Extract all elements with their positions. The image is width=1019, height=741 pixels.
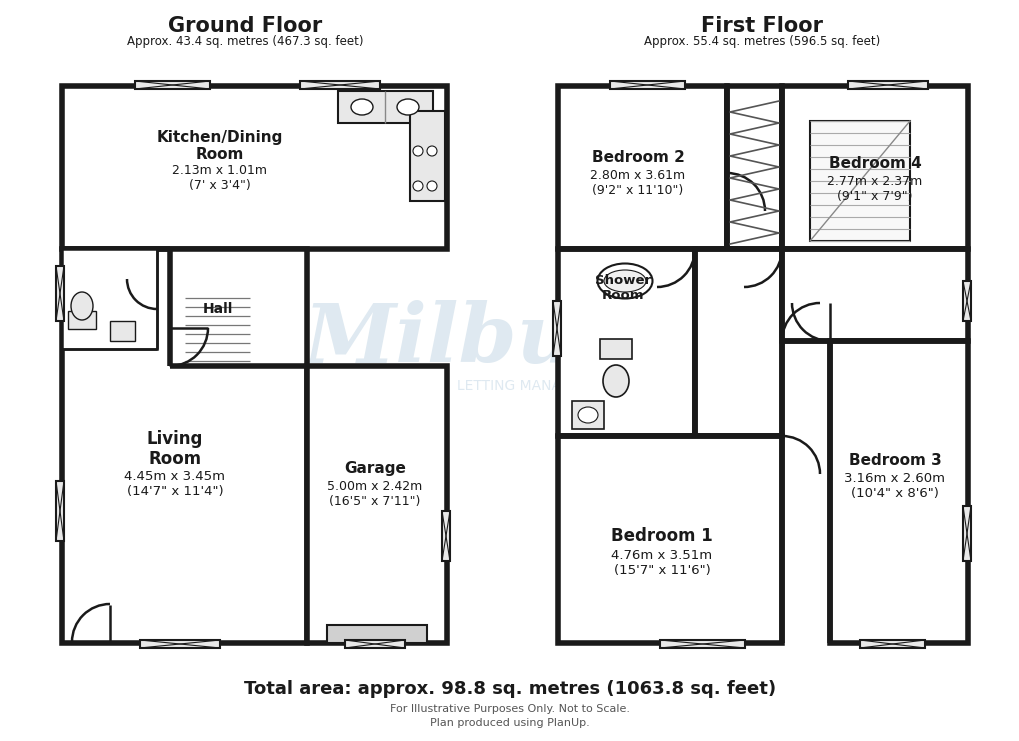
- Bar: [135, 81, 210, 89]
- Bar: [572, 401, 603, 429]
- Bar: [859, 640, 924, 648]
- Text: Bedroom 1: Bedroom 1: [610, 527, 712, 545]
- Text: Shower
Room: Shower Room: [594, 274, 650, 302]
- Bar: [962, 281, 970, 321]
- Text: Kitchen/Dining
Room: Kitchen/Dining Room: [157, 130, 283, 162]
- Bar: [62, 249, 307, 643]
- Bar: [609, 81, 685, 89]
- Bar: [557, 86, 727, 249]
- Bar: [56, 266, 64, 321]
- Text: Approx. 55.4 sq. metres (596.5 sq. feet): Approx. 55.4 sq. metres (596.5 sq. feet): [643, 35, 879, 47]
- Bar: [727, 86, 782, 249]
- Text: Hall: Hall: [203, 302, 233, 316]
- Bar: [344, 640, 405, 648]
- Bar: [300, 81, 380, 89]
- Ellipse shape: [413, 181, 423, 191]
- Text: 4.76m x 3.51m
(15'7" x 11'6"): 4.76m x 3.51m (15'7" x 11'6"): [610, 549, 712, 577]
- Bar: [307, 366, 446, 643]
- Text: Ground Floor: Ground Floor: [168, 16, 322, 36]
- Ellipse shape: [578, 407, 597, 423]
- Bar: [782, 86, 967, 249]
- Text: Approx. 43.4 sq. metres (467.3 sq. feet): Approx. 43.4 sq. metres (467.3 sq. feet): [126, 35, 363, 47]
- Bar: [659, 640, 744, 648]
- Text: Living
Room: Living Room: [147, 430, 203, 468]
- Ellipse shape: [71, 292, 93, 320]
- Ellipse shape: [396, 99, 419, 115]
- Bar: [782, 249, 967, 341]
- Ellipse shape: [603, 270, 645, 292]
- Bar: [557, 249, 694, 436]
- Ellipse shape: [427, 146, 436, 156]
- Bar: [337, 91, 433, 123]
- Bar: [829, 341, 967, 643]
- Bar: [110, 321, 135, 341]
- Text: 4.45m x 3.45m
(14'7" x 11'4"): 4.45m x 3.45m (14'7" x 11'4"): [124, 470, 225, 498]
- Ellipse shape: [427, 181, 436, 191]
- Text: Total area: approx. 98.8 sq. metres (1063.8 sq. feet): Total area: approx. 98.8 sq. metres (106…: [244, 680, 775, 698]
- Bar: [694, 249, 782, 436]
- Text: 2.80m x 3.61m
(9'2" x 11'10"): 2.80m x 3.61m (9'2" x 11'10"): [590, 169, 685, 197]
- Text: 5.00m x 2.42m
(16'5" x 7'11"): 5.00m x 2.42m (16'5" x 7'11"): [327, 480, 422, 508]
- Text: Garage: Garage: [343, 462, 406, 476]
- Bar: [441, 511, 449, 561]
- Text: For Illustrative Purposes Only. Not to Scale.: For Illustrative Purposes Only. Not to S…: [389, 704, 630, 714]
- Text: Bedroom 2: Bedroom 2: [591, 150, 684, 165]
- Bar: [599, 339, 632, 359]
- Bar: [552, 301, 560, 356]
- Text: Plan produced using PlanUp.: Plan produced using PlanUp.: [430, 718, 589, 728]
- Text: First Floor: First Floor: [700, 16, 822, 36]
- Bar: [962, 506, 970, 561]
- Bar: [557, 436, 782, 643]
- Text: SALES   LETTING MANAGEMENT: SALES LETTING MANAGEMENT: [399, 379, 620, 393]
- Bar: [62, 249, 157, 349]
- Text: Bedroom 4: Bedroom 4: [827, 156, 920, 171]
- Bar: [56, 481, 64, 541]
- Bar: [410, 111, 444, 201]
- Ellipse shape: [413, 146, 423, 156]
- Text: Milburys: Milburys: [303, 301, 716, 382]
- Bar: [327, 625, 427, 643]
- Bar: [809, 121, 909, 241]
- Bar: [847, 81, 927, 89]
- Ellipse shape: [351, 99, 373, 115]
- Text: 2.77m x 2.37m
(9'1" x 7'9"): 2.77m x 2.37m (9'1" x 7'9"): [826, 175, 922, 203]
- Bar: [62, 86, 446, 249]
- Text: 2.13m x 1.01m
(7' x 3'4"): 2.13m x 1.01m (7' x 3'4"): [172, 164, 267, 192]
- Text: Bedroom 3: Bedroom 3: [848, 453, 941, 468]
- Ellipse shape: [597, 264, 652, 299]
- Bar: [140, 640, 220, 648]
- Text: 3.16m x 2.60m
(10'4" x 8'6"): 3.16m x 2.60m (10'4" x 8'6"): [844, 472, 945, 500]
- Ellipse shape: [602, 365, 629, 397]
- Bar: [68, 311, 96, 329]
